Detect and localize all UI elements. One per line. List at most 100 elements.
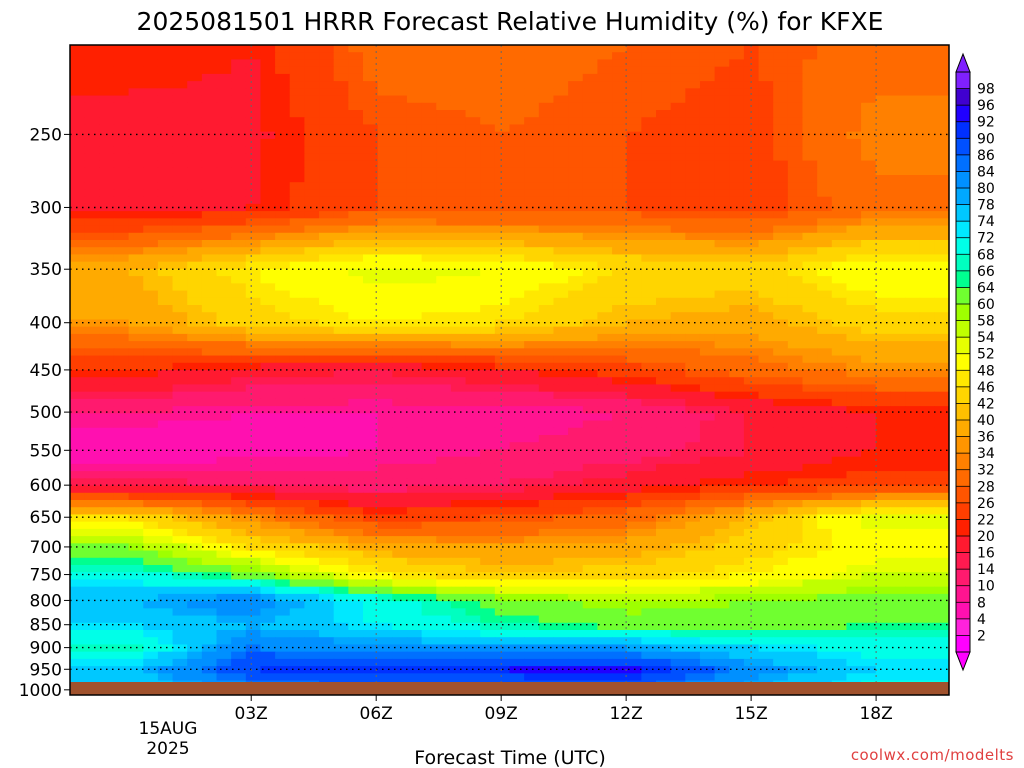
humidity-cell — [436, 138, 452, 147]
humidity-cell — [143, 514, 159, 523]
humidity-cell — [333, 550, 349, 559]
humidity-cell — [128, 59, 144, 68]
humidity-cell — [201, 630, 218, 638]
humidity-cell — [861, 391, 877, 400]
humidity-cell — [846, 333, 862, 342]
humidity-cell — [260, 276, 276, 284]
humidity-cell — [729, 341, 745, 349]
humidity-cell — [553, 500, 569, 508]
humidity-cell — [143, 276, 159, 284]
humidity-cell — [421, 131, 437, 140]
humidity-cell — [905, 463, 921, 472]
humidity-cell — [509, 66, 525, 75]
humidity-cell — [934, 507, 949, 516]
humidity-cell — [934, 637, 949, 646]
humidity-cell — [304, 160, 320, 169]
humidity-cell — [406, 167, 423, 176]
humidity-cell — [348, 362, 364, 371]
humidity-cell — [582, 355, 598, 364]
humidity-cell — [846, 622, 862, 631]
humidity-cell — [597, 95, 613, 104]
humidity-cell — [201, 88, 218, 97]
humidity-cell — [685, 66, 701, 75]
humidity-cell — [641, 225, 657, 234]
humidity-cell — [685, 543, 701, 552]
humidity-cell — [758, 572, 774, 581]
humidity-cell — [363, 305, 379, 313]
humidity-cell — [553, 377, 569, 386]
humidity-cell — [260, 557, 276, 566]
humidity-cell — [348, 622, 364, 631]
humidity-cell — [670, 59, 686, 68]
humidity-cell — [99, 182, 115, 191]
humidity-cell — [319, 196, 335, 205]
humidity-cell — [113, 312, 130, 321]
humidity-cell — [245, 232, 262, 241]
humidity-cell — [875, 218, 891, 227]
humidity-cell — [875, 203, 891, 212]
humidity-cell — [509, 406, 525, 414]
humidity-cell — [377, 81, 393, 89]
humidity-cell — [773, 615, 789, 624]
humidity-cell — [685, 333, 701, 342]
humidity-cell — [641, 565, 657, 573]
humidity-cell — [714, 507, 730, 516]
humidity-cell — [465, 247, 481, 256]
humidity-cell — [831, 160, 848, 169]
humidity-cell — [172, 326, 188, 335]
humidity-cell — [392, 268, 408, 277]
humidity-cell — [729, 240, 745, 248]
humidity-cell — [714, 240, 730, 248]
humidity-cell — [201, 456, 218, 465]
humidity-cell — [187, 435, 203, 443]
humidity-cell — [245, 536, 262, 544]
humidity-cell — [231, 225, 247, 234]
humidity-cell — [670, 196, 686, 205]
humidity-cell — [934, 615, 949, 624]
humidity-cell — [406, 110, 423, 118]
humidity-cell — [172, 261, 188, 270]
humidity-cell — [494, 557, 511, 566]
humidity-cell — [187, 377, 203, 386]
humidity-cell — [875, 189, 891, 198]
humidity-cell — [861, 290, 877, 299]
humidity-cell — [773, 456, 789, 465]
humidity-cell — [656, 456, 672, 465]
humidity-cell — [802, 160, 818, 169]
humidity-cell — [319, 370, 335, 378]
humidity-cell — [99, 59, 115, 68]
humidity-cell — [436, 471, 452, 479]
humidity-cell — [553, 622, 569, 631]
humidity-cell — [582, 565, 598, 573]
humidity-cell — [905, 283, 921, 292]
humidity-cell — [612, 247, 628, 256]
humidity-cell — [846, 543, 862, 552]
humidity-cell — [538, 427, 555, 436]
humidity-cell — [905, 536, 921, 544]
humidity-cell — [509, 391, 525, 400]
humidity-cell — [831, 471, 848, 479]
humidity-cell — [641, 305, 657, 313]
humidity-cell — [84, 290, 100, 299]
humidity-cell — [934, 427, 949, 436]
humidity-cell — [919, 305, 935, 313]
humidity-cell — [699, 312, 716, 321]
humidity-cell — [70, 146, 86, 154]
humidity-cell — [128, 406, 144, 414]
humidity-cell — [465, 528, 481, 537]
humidity-cell — [641, 268, 657, 277]
humidity-cell — [260, 283, 276, 292]
humidity-cell — [817, 391, 833, 400]
humidity-cell — [934, 377, 949, 386]
humidity-cell — [187, 449, 203, 458]
humidity-cell — [831, 398, 848, 407]
humidity-cell — [143, 160, 159, 169]
humidity-cell — [319, 565, 335, 573]
humidity-cell — [304, 341, 320, 349]
humidity-cell — [890, 95, 906, 104]
humidity-cell — [802, 362, 818, 371]
humidity-cell — [465, 471, 481, 479]
humidity-cell — [626, 507, 642, 516]
humidity-cell — [582, 59, 598, 68]
humidity-cell — [802, 456, 818, 465]
